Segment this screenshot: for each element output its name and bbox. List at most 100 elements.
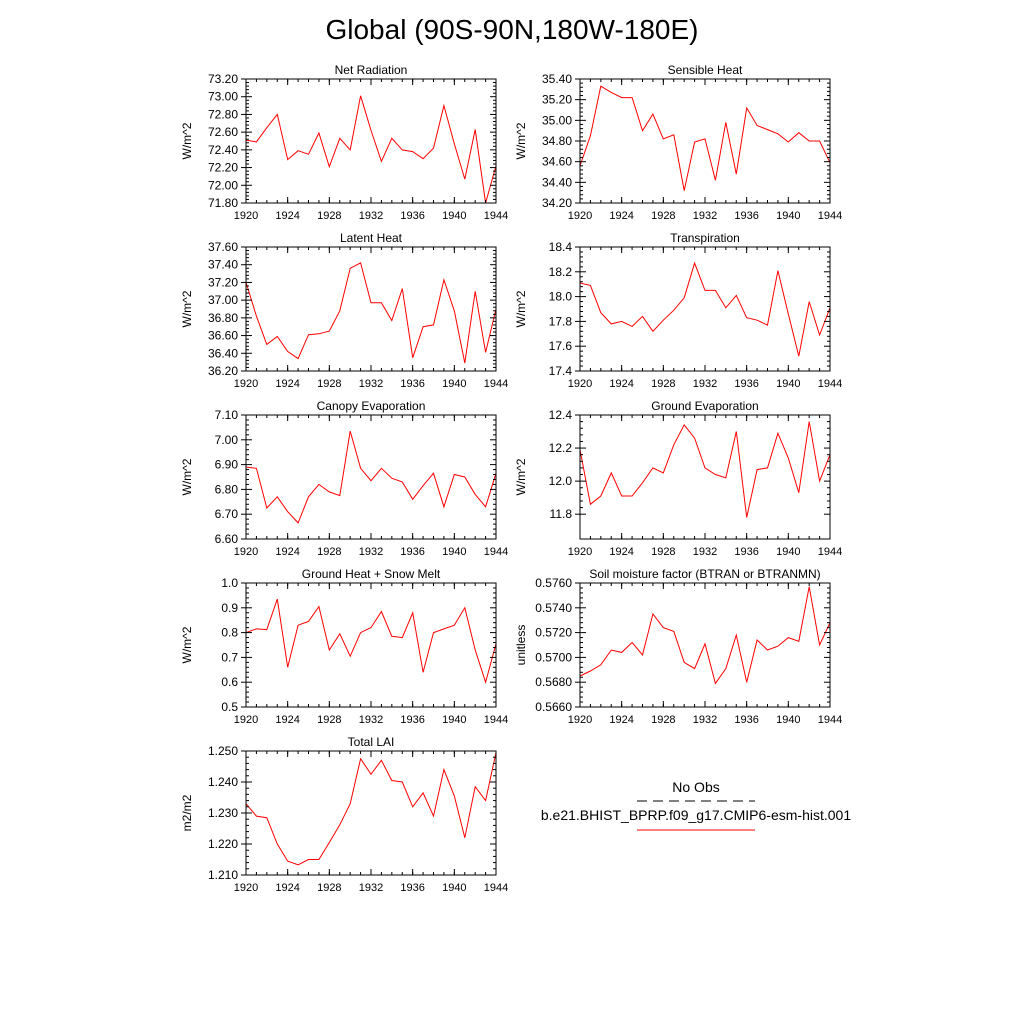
legend: No Obs b.e21.BHIST_BPRP.f09_g17.CMIP6-esm… (541, 779, 851, 831)
x-tick-label: 1940 (776, 714, 800, 726)
y-tick-label: 35.40 (542, 72, 572, 86)
x-tick-label: 1944 (484, 882, 508, 894)
figure-title: Global (90S-90N,180W-180E) (325, 14, 699, 45)
y-axis-label: W/m^2 (514, 122, 528, 159)
chart-panel: 1920 1924 1928 1932 1936 1940 1944 0.5660 0.5680… (514, 567, 842, 726)
x-tick-label: 1920 (234, 546, 258, 558)
y-tick-label: 34.60 (542, 155, 572, 169)
chart-panel: 1920 1924 1928 1932 1936 1940 1944 36.20 36.40 36… (180, 231, 508, 390)
y-tick-label: 36.80 (208, 311, 238, 325)
x-tick-label: 1928 (651, 546, 675, 558)
y-tick-label: 1.230 (208, 806, 238, 820)
y-tick-label: 34.20 (542, 196, 572, 210)
y-tick-label: 6.80 (215, 482, 239, 496)
x-tick-label: 1944 (818, 210, 842, 222)
y-tick-label: 6.60 (215, 532, 239, 546)
chart-panel: 1920 1924 1928 1932 1936 1940 1944 17.4 17.6 17.8… (514, 231, 842, 390)
x-tick-label: 1944 (818, 378, 842, 390)
y-tick-label: 0.5740 (535, 601, 572, 615)
x-tick-label: 1928 (317, 546, 341, 558)
y-tick-label: 12.0 (549, 474, 573, 488)
y-axis-label: W/m^2 (514, 458, 528, 495)
chart-panel: 1920 1924 1928 1932 1936 1940 1944 1.210 1.220 1.… (180, 735, 508, 894)
x-tick-label: 1932 (359, 378, 383, 390)
series-line (579, 586, 831, 685)
plot-frame (245, 582, 497, 708)
x-tick-label: 1928 (317, 210, 341, 222)
legend-model-label: b.e21.BHIST_BPRP.f09_g17.CMIP6-esm-hist.… (541, 807, 851, 823)
y-tick-label: 35.20 (542, 93, 572, 107)
x-tick-label: 1928 (651, 210, 675, 222)
x-tick-label: 1940 (776, 378, 800, 390)
x-tick-label: 1920 (568, 546, 592, 558)
panel-title: Latent Heat (340, 231, 403, 245)
y-tick-label: 72.60 (208, 125, 238, 139)
x-tick-label: 1936 (400, 882, 424, 894)
y-tick-label: 36.20 (208, 364, 238, 378)
chart-panel: 1920 1924 1928 1932 1936 1940 1944 71.80 72.00 72… (180, 63, 508, 222)
x-tick-label: 1932 (359, 882, 383, 894)
series-line (245, 598, 497, 684)
x-tick-label: 1940 (442, 546, 466, 558)
x-tick-label: 1932 (359, 714, 383, 726)
x-tick-label: 1936 (400, 714, 424, 726)
x-tick-label: 1932 (693, 546, 717, 558)
panel-title: Canopy Evaporation (317, 399, 426, 413)
x-tick-label: 1924 (275, 546, 299, 558)
x-tick-label: 1920 (568, 210, 592, 222)
x-tick-label: 1920 (234, 378, 258, 390)
y-tick-label: 17.8 (549, 314, 573, 328)
y-tick-label: 7.10 (215, 408, 239, 422)
x-tick-label: 1936 (734, 210, 758, 222)
x-tick-label: 1944 (818, 546, 842, 558)
series-line (579, 85, 831, 191)
series-line (579, 421, 831, 518)
x-tick-label: 1944 (484, 378, 508, 390)
y-tick-label: 0.5660 (535, 700, 572, 714)
y-axis-label: W/m^2 (180, 458, 194, 495)
y-tick-label: 0.7 (221, 650, 238, 664)
chart-panel: 1920 1924 1928 1932 1936 1940 1944 0.5 0.6 0.7 0.8… (180, 567, 508, 726)
x-tick-label: 1920 (568, 378, 592, 390)
x-tick-label: 1936 (734, 546, 758, 558)
y-axis-label: m2/m2 (180, 794, 194, 831)
x-tick-label: 1924 (275, 210, 299, 222)
y-tick-label: 0.8 (221, 626, 238, 640)
y-tick-label: 0.9 (221, 601, 238, 615)
plot-frame (579, 246, 831, 372)
y-tick-label: 12.4 (549, 408, 573, 422)
y-tick-label: 6.70 (215, 507, 239, 521)
panel-title: Transpiration (670, 231, 740, 245)
x-tick-label: 1944 (484, 546, 508, 558)
y-tick-label: 37.00 (208, 293, 238, 307)
y-tick-label: 37.60 (208, 240, 238, 254)
x-tick-label: 1928 (317, 882, 341, 894)
series-line (579, 261, 831, 357)
y-tick-label: 35.00 (542, 113, 572, 127)
y-axis-label: W/m^2 (180, 122, 194, 159)
panel-title: Ground Heat + Snow Melt (302, 567, 441, 581)
panel-title: Soil moisture factor (BTRAN or BTRANMN) (589, 567, 820, 581)
x-tick-label: 1932 (693, 714, 717, 726)
y-tick-label: 72.80 (208, 107, 238, 121)
chart-panel: 1920 1924 1928 1932 1936 1940 1944 34.20 34.40 34… (514, 63, 842, 222)
x-tick-label: 1924 (275, 378, 299, 390)
x-tick-label: 1924 (275, 714, 299, 726)
x-tick-label: 1924 (275, 882, 299, 894)
x-tick-label: 1936 (400, 378, 424, 390)
y-tick-label: 1.220 (208, 837, 238, 851)
y-tick-label: 18.0 (549, 290, 573, 304)
series-line (245, 752, 497, 866)
x-tick-label: 1940 (442, 378, 466, 390)
y-tick-label: 0.5700 (535, 650, 572, 664)
chart-panel: 1920 1924 1928 1932 1936 1940 1944 6.60 6.70 6.80… (180, 399, 508, 558)
y-tick-label: 72.20 (208, 161, 238, 175)
plot-frame (579, 78, 831, 204)
x-tick-label: 1940 (442, 714, 466, 726)
y-tick-label: 36.60 (208, 329, 238, 343)
y-tick-label: 0.6 (221, 675, 238, 689)
x-tick-label: 1924 (609, 210, 633, 222)
series-line (245, 430, 497, 524)
y-tick-label: 17.4 (549, 364, 573, 378)
